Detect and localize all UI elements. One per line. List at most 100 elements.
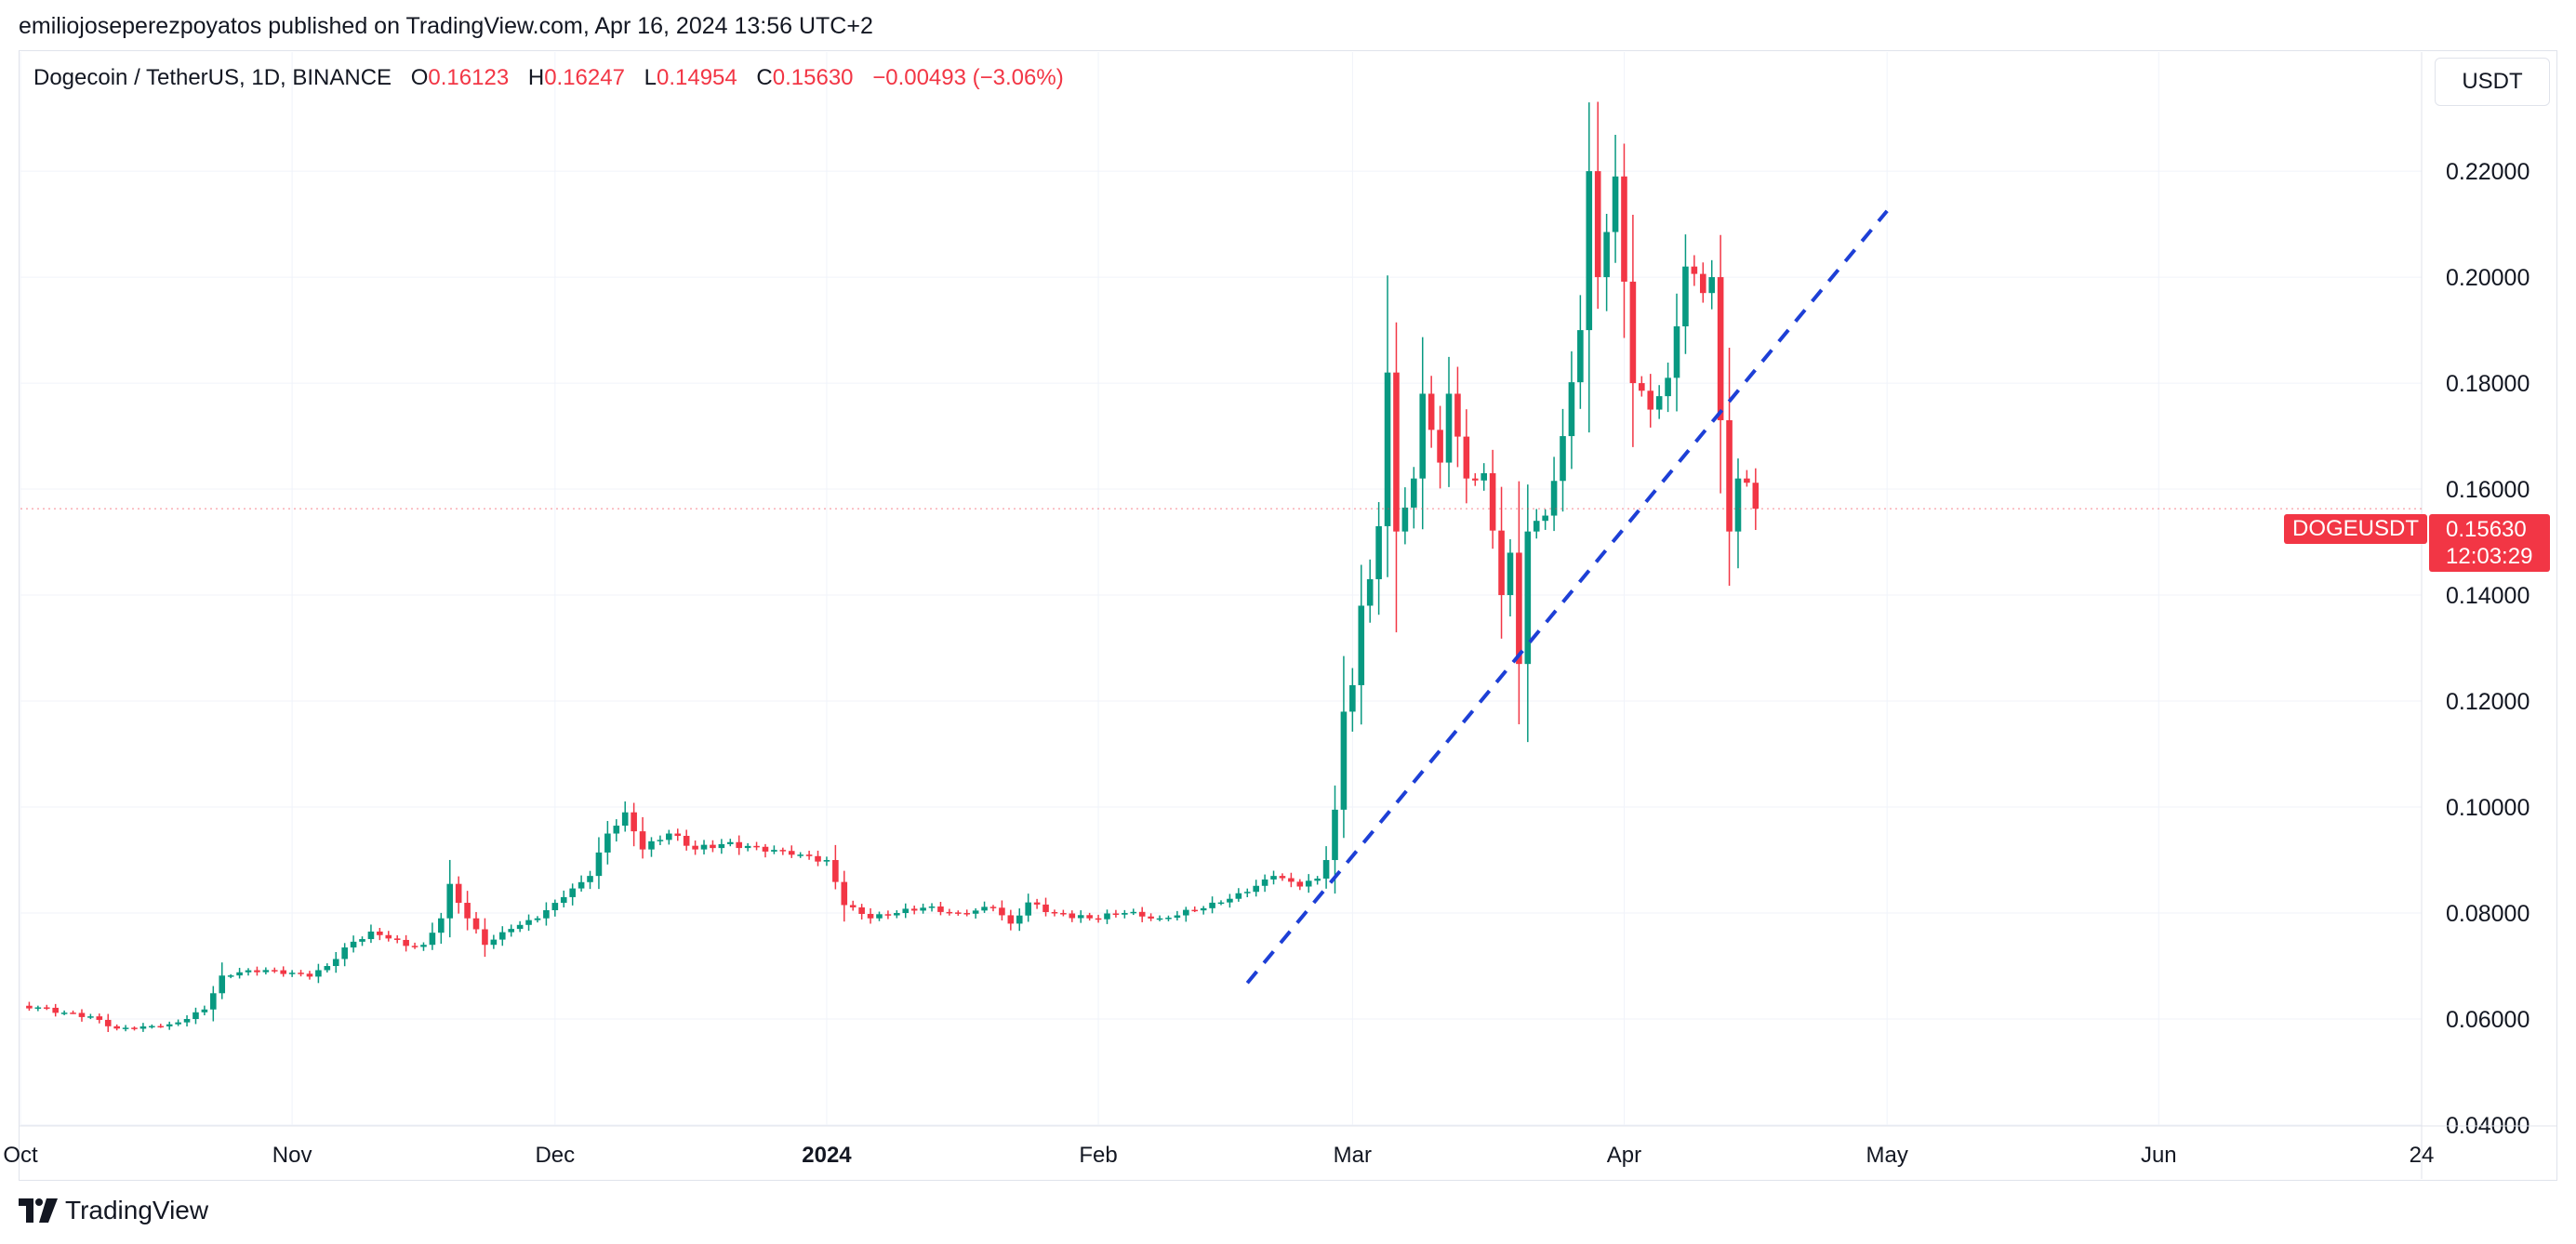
candle-body [1349,684,1356,712]
candle-body [1445,393,1453,463]
candle-body [1086,915,1093,919]
legend-close-label: C [756,65,773,90]
candle-body [1726,419,1733,532]
y-tick-label: 0.10000 [2446,795,2530,821]
candle-body [692,845,698,850]
candle-body [805,854,813,856]
candle-body [1699,273,1706,294]
candle-body [1612,176,1619,232]
candle-body [876,914,883,919]
candle-body [1296,881,1304,887]
candle-body [1156,918,1163,920]
candle-body [595,852,603,877]
candle-body [1489,472,1496,531]
candle-body [1165,918,1172,920]
candle-body [718,843,725,849]
y-tick-label: 0.14000 [2446,583,2530,609]
candle-body [613,826,620,834]
candle-body [420,945,427,947]
candle-body [429,933,436,946]
candle-body [446,883,454,919]
candle-body [884,914,892,916]
candle-body [1217,902,1225,905]
candle-body [1665,377,1671,397]
currency-button[interactable]: USDT [2435,58,2550,106]
x-tick-label: 2024 [802,1143,852,1168]
overlay-layer [20,209,2422,985]
candle-body [1752,483,1759,510]
tradingview-logo[interactable]: TradingView [19,1196,208,1225]
candle-body [1261,879,1268,886]
candle-body [403,939,409,946]
candle-body [525,920,532,925]
candle-body [306,973,313,977]
y-tick-label: 0.22000 [2446,159,2530,185]
candle-body [753,845,760,848]
candle-body [350,941,357,948]
candle-body [1375,525,1382,579]
candle-body [1148,916,1154,919]
candle-body [131,1027,138,1029]
candle-body [377,931,383,935]
candle-body [1533,521,1540,532]
legend-low-label: L [644,65,657,90]
legend-low-value: 0.14954 [656,65,737,90]
candle-body [1471,478,1479,481]
candle-body [1279,876,1286,879]
candle-body [219,975,226,994]
chart-frame [19,50,2557,1181]
y-tick-label: 0.08000 [2446,901,2530,927]
candle-body [1586,171,1593,331]
candle-body [779,850,787,852]
candle-body [166,1024,173,1026]
candle-body [1647,390,1654,410]
candle-body [60,1012,68,1014]
candle-body [937,906,944,912]
candle-body [1577,330,1584,383]
candle-body [210,993,217,1010]
candle-body [1454,393,1461,437]
candle-body [1393,372,1400,532]
candle-body [1411,478,1417,508]
candle-body [490,939,498,946]
candle-body [1077,915,1084,919]
tradingview-logo-icon [19,1198,58,1223]
candle-body [815,855,821,862]
candle-body [341,947,348,959]
bar-countdown: 12:03:29 [2446,544,2533,569]
candle-body [762,846,769,852]
candle-body [1025,902,1031,916]
candle-body [1069,913,1076,919]
candle-body [455,883,462,904]
candle-body [726,841,734,844]
candle-body [1112,913,1120,915]
candle-body [534,918,541,920]
candle-body [498,932,506,940]
candle-body [648,840,655,850]
legend-symbol[interactable]: Dogecoin / TetherUS, 1D, BINANCE [33,65,392,90]
candle-body [1655,396,1663,410]
candle-body [1621,176,1627,282]
candle-body [139,1026,147,1029]
candle-body [674,833,682,837]
y-tick-label: 0.12000 [2446,689,2530,715]
candle-body [1227,898,1233,903]
candle-body [96,1016,103,1020]
candle-body [385,934,392,939]
candle-body [52,1007,59,1013]
candle-body [1191,909,1199,912]
candle-body [1174,915,1181,919]
candle-body [1051,911,1058,914]
candle-body [482,929,488,946]
legend-change: −0.00493 (−3.06%) [872,65,1064,90]
grid-layer [20,52,2423,1126]
candle-body [464,903,471,919]
candle-body [920,907,926,911]
x-tick-label: Jun [2141,1143,2177,1168]
candle-body [1419,393,1427,479]
candle-body [771,850,777,852]
candle-body [910,908,918,911]
candle-body [1305,880,1312,887]
candle-body [1288,878,1295,882]
